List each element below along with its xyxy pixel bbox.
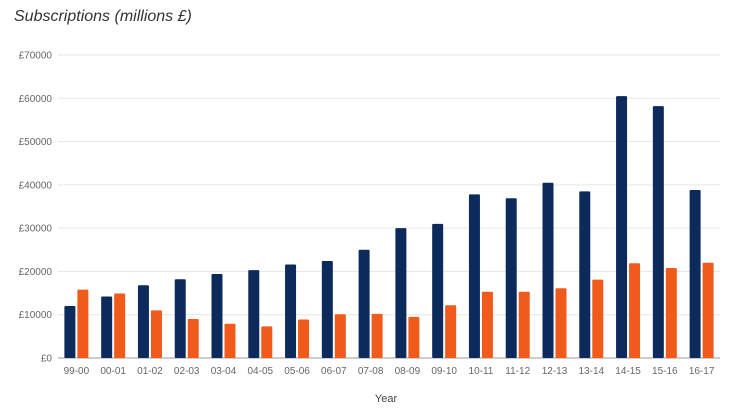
bar-series-1 (285, 264, 297, 358)
bar-series-2 (114, 293, 126, 358)
bar-series-1 (101, 296, 113, 358)
bar-series-2 (261, 326, 273, 358)
y-tick-label: £40000 (19, 180, 53, 191)
bar-series-1 (358, 249, 370, 358)
bar-series-1 (321, 261, 333, 358)
y-tick-label: £30000 (19, 224, 53, 235)
bar-series-2 (481, 291, 493, 358)
x-tick-label: 16-17 (689, 366, 715, 377)
bar-series-1 (432, 223, 444, 358)
y-tick-label: £70000 (19, 51, 53, 62)
chart-title: Subscriptions (millions £) (14, 8, 192, 25)
x-tick-label: 10-11 (469, 366, 494, 377)
bar-series-1 (211, 274, 223, 358)
bar-series-2 (224, 323, 236, 358)
x-tick-label: 01-02 (137, 366, 163, 377)
y-axis-ticks: £0 £10000 £20000 £30000 £40000 £50000 £60000 £7… (19, 51, 53, 365)
bar-series-2 (150, 310, 162, 358)
bar-series-1 (542, 182, 554, 358)
bar-series-2 (371, 313, 383, 358)
x-tick-label: 12-13 (542, 366, 568, 377)
bar-series-2 (408, 316, 420, 358)
bar-series-1 (248, 270, 260, 358)
x-tick-label: 08-09 (395, 366, 421, 377)
bar-series-2 (187, 319, 199, 358)
bar-series-2 (702, 262, 714, 358)
x-tick-label: 04-05 (247, 366, 273, 377)
x-tick-label: 13-14 (578, 366, 604, 377)
y-tick-label: £0 (41, 354, 53, 365)
bar-series-2 (592, 279, 604, 358)
bar-series-1 (64, 306, 76, 358)
y-tick-label: £10000 (19, 310, 53, 321)
bar-series-1 (505, 198, 517, 358)
bar-series-2 (518, 291, 530, 358)
x-tick-label: 14-15 (615, 366, 641, 377)
bar-series-2 (665, 267, 677, 358)
x-tick-label: 99-00 (64, 366, 90, 377)
x-tick-label: 00-01 (100, 366, 126, 377)
x-tick-label: 07-08 (358, 366, 384, 377)
x-tick-label: 11-12 (505, 366, 530, 377)
bar-series-1 (616, 96, 628, 358)
x-tick-label: 06-07 (321, 366, 347, 377)
y-tick-label: £50000 (19, 137, 53, 148)
y-tick-label: £20000 (19, 267, 53, 278)
x-tick-label: 15-16 (652, 366, 678, 377)
gridlines (58, 54, 720, 359)
x-tick-label: 05-06 (284, 366, 310, 377)
bar-series-1 (395, 228, 407, 358)
bar-series-2 (77, 289, 89, 358)
bar-series-2 (445, 305, 457, 358)
x-tick-label: 09-10 (431, 366, 457, 377)
bar-series-2 (629, 263, 641, 358)
bar-series-2 (555, 288, 567, 358)
bar-series-1 (468, 194, 480, 358)
bars (64, 96, 714, 358)
bar-series-2 (334, 314, 346, 358)
bar-series-1 (137, 285, 149, 358)
x-axis-ticks: 99-00 00-01 01-02 02-03 03-04 04-05 05-06 06-07… (64, 366, 715, 377)
bar-series-1 (689, 190, 701, 358)
y-tick-label: £60000 (19, 94, 53, 105)
x-tick-label: 03-04 (211, 366, 237, 377)
bar-series-1 (652, 106, 664, 358)
bar-series-2 (298, 319, 310, 358)
x-tick-label: 02-03 (174, 366, 200, 377)
bar-series-1 (174, 279, 186, 358)
bar-series-1 (579, 191, 591, 358)
x-axis-title: Year (375, 393, 398, 405)
